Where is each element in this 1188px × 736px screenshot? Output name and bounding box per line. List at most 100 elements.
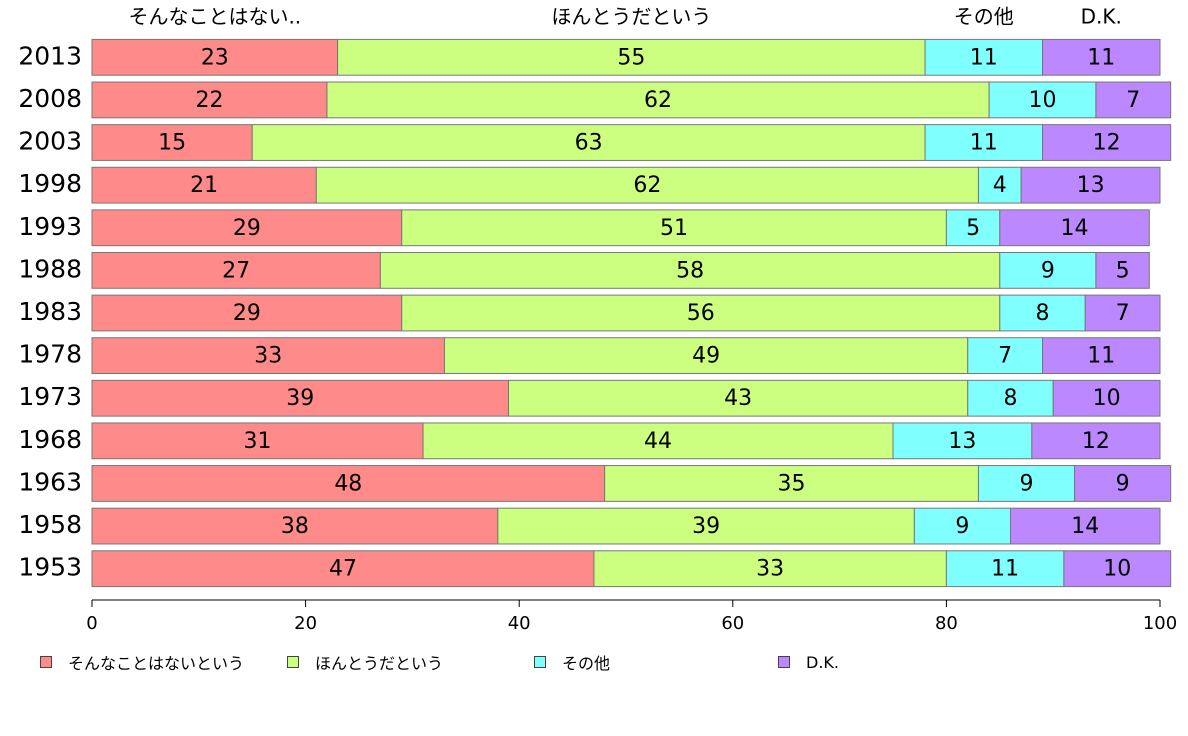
bar-segment-1988-s1 — [379, 251, 1001, 289]
bar-segment-1983-s3 — [1084, 294, 1161, 332]
y-tick-label-1993: 1993 — [18, 212, 82, 241]
data-label-1988-s1: 58 — [676, 258, 704, 283]
bar-segment-1963-s0 — [91, 465, 606, 502]
data-label-1973-s1: 43 — [724, 386, 752, 411]
data-label-2013-s2: 11 — [970, 45, 998, 70]
legend-item-sonota: その他 — [534, 652, 611, 673]
data-label-1983-s2: 8 — [1036, 301, 1050, 326]
y-tick-label-1998: 1998 — [18, 169, 82, 198]
data-label-1983-s3: 7 — [1116, 301, 1130, 326]
y-tick-label-1988: 1988 — [18, 254, 82, 283]
bar-segment-1953-s0 — [91, 550, 595, 588]
bar-segment-2003-s0 — [91, 124, 253, 161]
x-tick-label-40: 40 — [508, 613, 531, 634]
data-label-1978-s3: 11 — [1087, 344, 1115, 369]
bars: 23 55 11 11 22 62 10 7 15 63 11 12 21 62 4 13 29 51 5 14 27 5… — [91, 38, 1172, 588]
data-label-1993-s3: 14 — [1061, 216, 1089, 241]
y-tick-label-1963: 1963 — [18, 467, 82, 496]
legend-item-sonna: そんなことはないという — [40, 652, 245, 673]
data-label-2008-s0: 22 — [195, 88, 223, 113]
data-label-1988-s0: 27 — [222, 258, 250, 283]
bar-segment-1993-s0 — [91, 209, 403, 247]
legend: そんなことはないという ほんとうだという その他 D.K. — [40, 652, 940, 673]
data-label-2003-s2: 11 — [970, 131, 998, 156]
bar-segment-1963-s1 — [604, 465, 979, 502]
data-label-2003-s0: 15 — [158, 131, 186, 156]
bar-segment-1958-s2 — [913, 507, 1011, 545]
bar-segment-1983-s0 — [91, 294, 403, 332]
data-label-1953-s2: 11 — [991, 557, 1019, 582]
bar-segment-1993-s2 — [945, 209, 1001, 247]
y-axis-labels: 2013 2008 2003 1998 1993 1988 1983 1978 1973 1968… — [18, 41, 82, 581]
legend-swatch-sonota — [534, 656, 546, 668]
column-header-1: ほんとうだという — [551, 5, 711, 29]
data-label-1978-s1: 49 — [692, 344, 720, 369]
data-label-2003-s3: 12 — [1093, 131, 1121, 156]
data-label-1963-s3: 9 — [1116, 471, 1130, 496]
bar-segment-1953-s2 — [945, 550, 1065, 588]
legend-swatch-hontou — [287, 656, 299, 668]
data-label-1998-s0: 21 — [190, 173, 218, 198]
data-label-1998-s1: 62 — [633, 173, 661, 198]
bar-segment-1993-s3 — [999, 209, 1150, 247]
x-axis: 0 20 40 60 80 100 — [86, 599, 1177, 634]
bar-segment-1968-s2 — [892, 422, 1033, 460]
bar-segment-1968-s3 — [1031, 422, 1161, 460]
bar-segment-1988-s3 — [1095, 251, 1150, 289]
data-label-2008-s2: 10 — [1029, 88, 1057, 113]
x-tick-label-60: 60 — [721, 613, 744, 634]
y-tick-label-2003: 2003 — [18, 127, 82, 156]
data-label-2013-s3: 11 — [1087, 45, 1115, 70]
bar-segment-1983-s2 — [999, 294, 1086, 332]
bar-segment-2008-s0 — [91, 81, 328, 119]
bar-segment-1973-s3 — [1052, 379, 1161, 417]
data-label-1988-s2: 9 — [1041, 258, 1055, 283]
bar-segment-1973-s2 — [967, 379, 1054, 417]
data-label-2013-s0: 23 — [201, 45, 229, 70]
data-label-1963-s2: 9 — [1020, 471, 1034, 496]
data-label-1978-s0: 33 — [254, 344, 282, 369]
bar-segment-1998-s1 — [315, 166, 979, 204]
data-label-1993-s2: 5 — [966, 216, 980, 241]
data-label-1968-s1: 44 — [644, 429, 672, 454]
column-header-2: その他 — [954, 5, 1014, 29]
bar-segment-1978-s0 — [91, 337, 445, 375]
legend-item-dk: D.K. — [778, 652, 839, 672]
data-label-1973-s0: 39 — [286, 386, 314, 411]
bar-segment-2013-s0 — [91, 38, 339, 76]
data-label-1953-s0: 47 — [329, 557, 357, 582]
data-label-1993-s1: 51 — [660, 216, 688, 241]
data-label-1973-s3: 10 — [1093, 386, 1121, 411]
y-tick-label-1968: 1968 — [18, 425, 82, 454]
y-tick-label-2008: 2008 — [18, 84, 82, 113]
y-tick-label-2013: 2013 — [18, 41, 82, 70]
bar-segment-1968-s1 — [422, 422, 894, 460]
data-label-1958-s0: 38 — [281, 514, 309, 539]
y-tick-label-1973: 1973 — [18, 382, 82, 411]
bar-segment-1968-s0 — [91, 422, 424, 460]
data-label-1983-s1: 56 — [687, 301, 715, 326]
bar-segment-2008-s2 — [988, 81, 1097, 119]
legend-label-sonna: そんなことはないという — [68, 654, 245, 673]
legend-label-sonota: その他 — [562, 654, 611, 673]
data-label-2003-s1: 63 — [575, 131, 603, 156]
column-headers: そんなことはない.. ほんとうだという その他 D.K. — [128, 5, 1121, 29]
data-label-1968-s3: 12 — [1082, 429, 1110, 454]
column-header-3: D.K. — [1081, 5, 1122, 29]
data-label-1968-s2: 13 — [948, 429, 976, 454]
data-label-1973-s2: 8 — [1003, 386, 1017, 411]
y-tick-label-1953: 1953 — [18, 553, 82, 582]
bar-segment-1978-s2 — [967, 337, 1044, 375]
data-label-1978-s2: 7 — [998, 344, 1012, 369]
data-label-1963-s0: 48 — [334, 471, 362, 496]
legend-swatch-dk — [778, 656, 790, 668]
bar-segment-2008-s1 — [326, 81, 990, 119]
data-label-1958-s2: 9 — [955, 514, 969, 539]
legend-swatch-sonna — [40, 656, 52, 668]
y-tick-label-1978: 1978 — [18, 340, 82, 369]
bar-segment-1998-s3 — [1020, 166, 1161, 204]
data-label-1958-s3: 14 — [1071, 514, 1099, 539]
data-label-1993-s0: 29 — [233, 216, 261, 241]
y-tick-label-1983: 1983 — [18, 297, 82, 326]
bar-segment-1963-s3 — [1074, 465, 1172, 502]
